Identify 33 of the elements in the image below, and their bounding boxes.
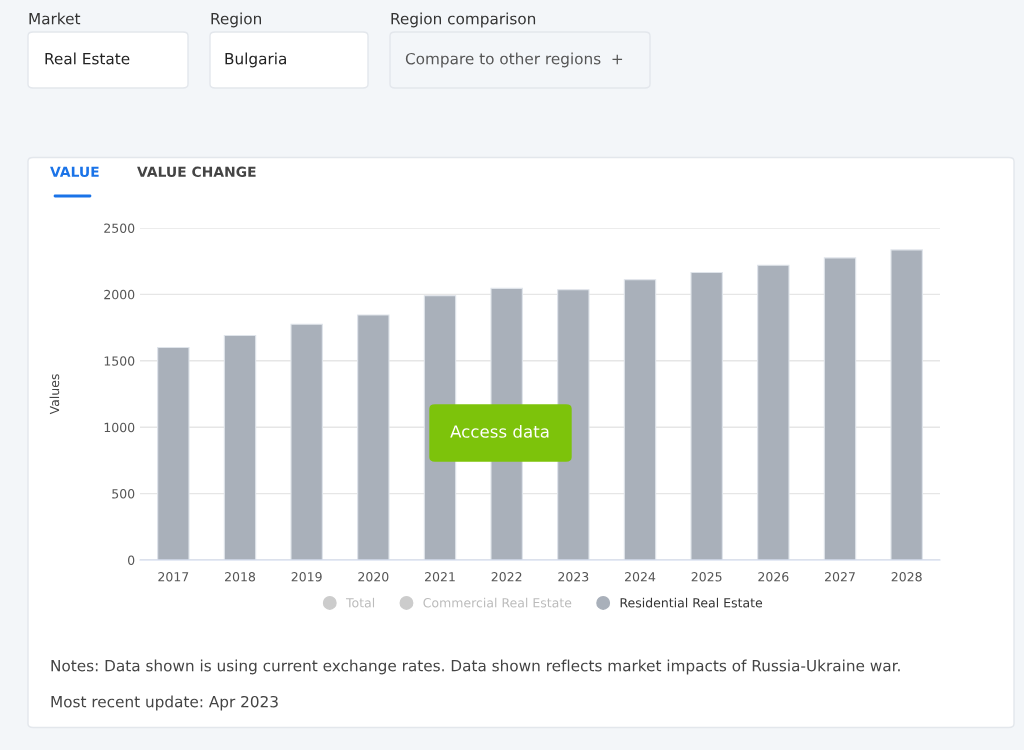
text: Notes: Data shown is using current exchange rates. Data shown reflects market impacts of Russia-Ukraine war. xyxy=(51,659,900,675)
text: Market xyxy=(29,12,81,25)
text: Most recent update: Apr 2023 xyxy=(51,695,278,711)
x-tick-label: 2017 xyxy=(158,572,189,582)
x-tick-label: 2027 xyxy=(825,572,855,582)
text: VALUE xyxy=(50,166,99,178)
y-tick-label: 1000 xyxy=(104,422,135,433)
x-tick-label: 2022 xyxy=(491,572,522,582)
y-tick-label: 1500 xyxy=(104,356,135,366)
x-tick-label: 2024 xyxy=(625,572,656,582)
text: Region comparison xyxy=(391,12,536,28)
y-tick-label: 500 xyxy=(112,489,135,499)
legend-label: Commercial Real Estate xyxy=(423,597,572,608)
text: Region xyxy=(211,12,261,28)
annotation: Access data xyxy=(450,424,549,438)
y-tick-label: 2500 xyxy=(104,223,135,233)
text: Compare to other regions + xyxy=(405,52,623,68)
x-tick-label: 2021 xyxy=(425,572,455,582)
y-tick-label: 0 xyxy=(128,555,135,565)
text: Bulgaria xyxy=(225,52,286,68)
text: Real Estate xyxy=(45,52,130,65)
text: VALUE CHANGE xyxy=(137,166,256,178)
x-tick-label: 2019 xyxy=(291,572,322,582)
x-tick-label: 2023 xyxy=(558,572,589,582)
legend-label: Residential Real Estate xyxy=(620,597,763,608)
y-tick-label: 2000 xyxy=(104,289,135,300)
x-tick-label: 2020 xyxy=(358,572,389,582)
legend-label: Total xyxy=(345,597,375,608)
x-tick-label: 2025 xyxy=(691,572,722,582)
y-axis-title: Values xyxy=(49,374,60,415)
x-tick-label: 2026 xyxy=(758,572,789,582)
x-tick-label: 2018 xyxy=(225,572,256,582)
x-tick-label: 2028 xyxy=(891,572,922,582)
